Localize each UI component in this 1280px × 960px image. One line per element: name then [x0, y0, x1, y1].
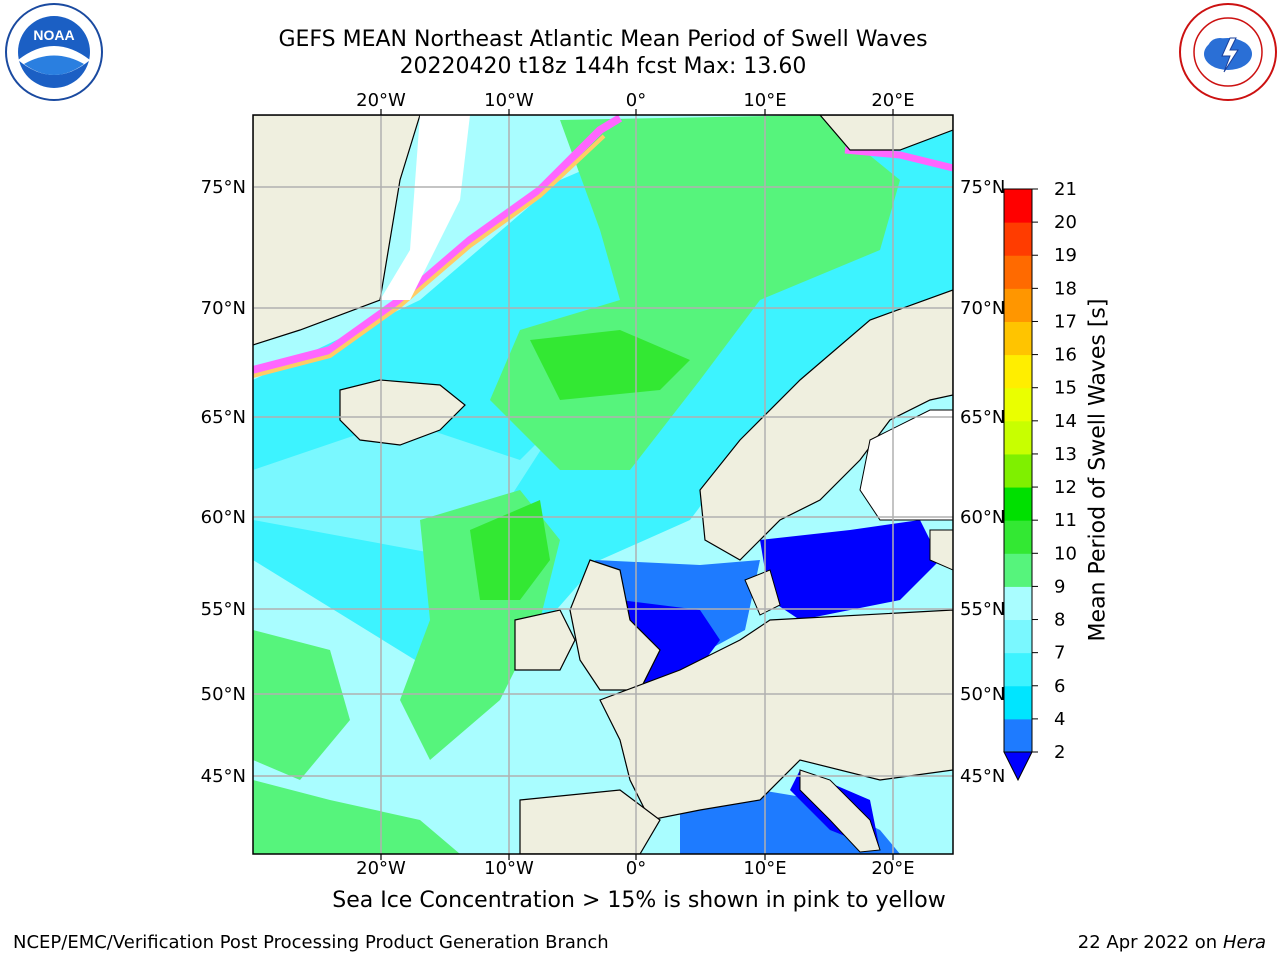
graticule — [253, 115, 953, 854]
colorbar-segment — [1004, 222, 1032, 256]
colorbar-tick-label: 9 — [1054, 576, 1065, 597]
iberia-land — [519, 789, 661, 854]
colorbar-tick-label: 13 — [1054, 444, 1077, 465]
date-text: 22 Apr 2022 on Hera — [1078, 932, 1266, 953]
denmark-land — [744, 569, 781, 616]
map-area — [253, 115, 953, 854]
latitude-labels: 75°N 75°N 70°N 70°N 65°N 65°N 60°N 60°N 55°N 55°N… — [201, 177, 1006, 787]
colorbar-tick-label: 7 — [1054, 643, 1065, 664]
ireland-land — [514, 609, 576, 671]
sea-ice-edge-svalbard — [844, 146, 953, 172]
colorbar-frame — [1003, 188, 1033, 753]
longitude-label: 0° — [626, 858, 646, 879]
green-swell-core-west — [470, 500, 550, 600]
colorbar-segment — [1004, 387, 1032, 422]
colorbar-segment — [1004, 553, 1032, 587]
latitude-label: 75°N — [960, 177, 1005, 198]
colorbar-tick-label: 19 — [1054, 245, 1077, 266]
longitude-label: 10°W — [484, 90, 534, 111]
latitude-label: 50°N — [201, 684, 246, 705]
longitude-label: 10°E — [743, 90, 786, 111]
colorbar-segment — [1004, 255, 1032, 289]
colorbar-extend-triangle — [1003, 751, 1033, 782]
colorbar-segment — [1004, 453, 1032, 488]
latitude-label: 65°N — [201, 407, 246, 428]
colorbar-tick-label: 21 — [1054, 179, 1077, 200]
colorbar-segment — [1004, 321, 1032, 356]
latitude-label: 60°N — [960, 507, 1005, 528]
latitude-label: 45°N — [960, 766, 1005, 787]
longitude-label: 10°W — [484, 858, 534, 879]
green-swell-region-southwest — [253, 630, 350, 780]
longitude-label: 20°W — [356, 858, 406, 879]
map-frame — [252, 114, 954, 855]
colorbar: 2 4 6 7 8 9 10 11 12 13 14 15 16 17 18 19 20 21 — [1003, 179, 1077, 782]
credit-text: NCEP/EMC/Verification Post Processing Pr… — [13, 932, 609, 953]
noaa-logo-text: NOAA — [33, 27, 74, 43]
sea-ice-edge-greenland — [253, 115, 623, 374]
colorbar-segment — [1004, 189, 1032, 223]
colorbar-tick-label: 6 — [1054, 676, 1065, 697]
colorbar-tick-label: 10 — [1054, 543, 1077, 564]
colorbar-tick-label: 4 — [1054, 709, 1065, 730]
colorbar-segment — [1004, 487, 1032, 521]
colorbar-tick-label: 14 — [1054, 411, 1077, 432]
colorbar-tick-label: 8 — [1054, 610, 1065, 631]
colorbar-segment — [1004, 685, 1032, 720]
latitude-label: 55°N — [960, 599, 1005, 620]
italy-land — [799, 769, 881, 853]
colorbar-title: Mean Period of Swell Waves [s] — [1085, 298, 1111, 642]
latitude-label: 70°N — [960, 298, 1005, 319]
colorbar-segment — [1004, 652, 1032, 687]
sea-ice-edge-greenland-yellow — [253, 134, 606, 378]
colorbar-segment — [1004, 520, 1032, 554]
green-swell-core-north — [530, 330, 690, 400]
green-swell-region-south — [253, 780, 460, 854]
mediterranean-blue — [680, 790, 900, 854]
date-prefix: 22 Apr 2022 on — [1077, 932, 1223, 953]
continental-europe-land — [599, 609, 953, 821]
nws-logo — [1179, 3, 1277, 101]
longitude-label: 20°E — [871, 858, 914, 879]
latitude-label: 60°N — [201, 507, 246, 528]
colorbar-tick-label: 12 — [1054, 477, 1077, 498]
latitude-label: 70°N — [201, 298, 246, 319]
colorbar-tick-label: 11 — [1054, 510, 1077, 531]
longitude-label: 10°E — [743, 858, 786, 879]
longitude-label: 20°E — [871, 90, 914, 111]
latitude-label: 50°N — [960, 684, 1005, 705]
latitude-label: 65°N — [960, 407, 1005, 428]
svalbard-land — [819, 115, 953, 151]
colorbar-segment — [1004, 586, 1032, 621]
latitude-label: 75°N — [201, 177, 246, 198]
colorbar-tick-label: 17 — [1054, 311, 1077, 332]
colorbar-tick-label: 2 — [1054, 742, 1065, 763]
map-title-line1: GEFS MEAN Northeast Atlantic Mean Period… — [278, 27, 928, 52]
iceland-land — [339, 379, 466, 446]
map-title-line2: 20220420 t18z 144h fcst Max: 13.60 — [399, 54, 807, 79]
baltic-sea-blue — [760, 520, 940, 620]
colorbar-tick-label: 18 — [1054, 278, 1077, 299]
colorbar-tick-label: 20 — [1054, 212, 1077, 233]
latitude-label: 45°N — [201, 766, 246, 787]
colorbar-segment — [1004, 288, 1032, 322]
latitude-label: 55°N — [201, 599, 246, 620]
colorbar-segment — [1004, 619, 1032, 654]
longitude-label: 0° — [626, 90, 646, 111]
colorbar-tick-label: 15 — [1054, 378, 1077, 399]
colorbar-segment — [1004, 718, 1032, 753]
longitude-labels: 20°W 20°W 10°W 10°W 0° 0° 10°E 10°E 20°E 20°E — [356, 90, 914, 879]
colorbar-segment — [1004, 354, 1032, 389]
gulf-of-bothnia-ice — [859, 409, 953, 521]
finland-coast — [929, 529, 953, 571]
colorbar-segment — [1004, 420, 1032, 455]
noaa-logo: NOAA — [5, 3, 103, 101]
scandinavia-land — [699, 289, 953, 561]
longitude-label: 20°W — [356, 90, 406, 111]
colorbar-tick-label: 16 — [1054, 345, 1077, 366]
date-host: Hera — [1222, 932, 1266, 953]
sea-ice-note: Sea Ice Concentration > 15% is shown in … — [332, 888, 946, 913]
greenland-icecap — [380, 115, 470, 300]
